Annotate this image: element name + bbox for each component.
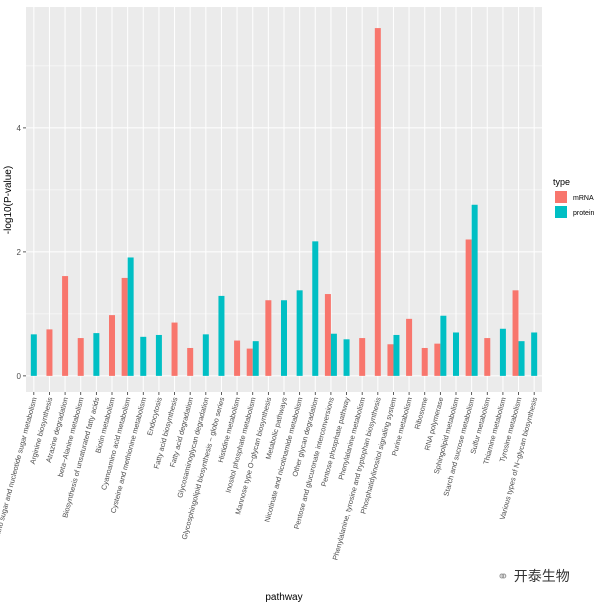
bar-protein — [440, 315, 447, 376]
bar-protein — [518, 341, 525, 376]
bar-mrna — [465, 239, 472, 376]
x-axis: Amino sugar and nucleotide sugar metabol… — [0, 392, 539, 561]
watermark: ⚭ 开泰生物 — [497, 566, 570, 586]
bar-mrna — [121, 277, 128, 376]
legend-title: type — [553, 177, 570, 187]
bar-protein — [312, 241, 319, 376]
bar-mrna — [62, 276, 69, 376]
bar-mrna — [359, 338, 366, 376]
legend-label-mrna: mRNA — [573, 195, 594, 202]
bar-mrna — [387, 344, 394, 376]
bar-mrna — [512, 290, 519, 376]
wechat-icon: ⚭ — [497, 567, 509, 584]
x-axis-title: pathway — [265, 592, 302, 603]
watermark-text: 开泰生物 — [513, 568, 570, 584]
y-axis: 0 2 4 — [17, 124, 26, 381]
bar-protein — [330, 333, 337, 376]
bar-protein — [93, 333, 100, 376]
bar-protein — [127, 257, 134, 376]
legend-key-protein — [555, 206, 567, 218]
bar-protein — [218, 295, 225, 376]
bar-mrna — [434, 343, 441, 376]
legend-label-protein: protein — [573, 210, 595, 217]
bar-protein — [155, 334, 162, 376]
y-tick-label: 4 — [17, 124, 22, 133]
bar-mrna — [77, 338, 84, 376]
bar-protein — [296, 290, 303, 376]
bar-mrna — [46, 329, 53, 376]
bar-mrna — [406, 318, 413, 376]
bar-protein — [140, 336, 147, 376]
bar-protein — [471, 204, 478, 376]
bar-protein — [531, 332, 538, 376]
bar-mrna — [234, 340, 241, 376]
bar-protein — [499, 328, 506, 376]
bar-mrna — [265, 300, 272, 376]
bar-mrna — [374, 28, 381, 376]
bar-mrna — [187, 347, 194, 376]
bar-protein — [252, 341, 259, 376]
y-tick-label: 2 — [17, 248, 22, 257]
bar-protein — [202, 334, 209, 376]
bars — [30, 28, 538, 376]
bar-mrna — [324, 294, 331, 376]
y-tick-label: 0 — [17, 372, 22, 381]
bar-protein — [30, 334, 37, 376]
bar-mrna — [109, 315, 115, 376]
legend-key-mrna — [555, 191, 567, 203]
legend: type mRNA protein — [553, 177, 595, 218]
y-axis-title: -log10(P-value) — [3, 166, 14, 234]
bar-protein — [393, 334, 400, 376]
bar-mrna — [171, 322, 178, 376]
bar-mrna — [421, 347, 428, 376]
bar-mrna — [484, 338, 491, 376]
bar-protein — [281, 300, 287, 376]
bar-mrna — [246, 348, 253, 376]
bar-protein — [453, 332, 459, 376]
bar-protein — [343, 339, 350, 376]
x-tick-label: Amino sugar and nucleotide sugar metabol… — [0, 396, 39, 543]
x-tick-label: Ribosome — [412, 396, 429, 430]
